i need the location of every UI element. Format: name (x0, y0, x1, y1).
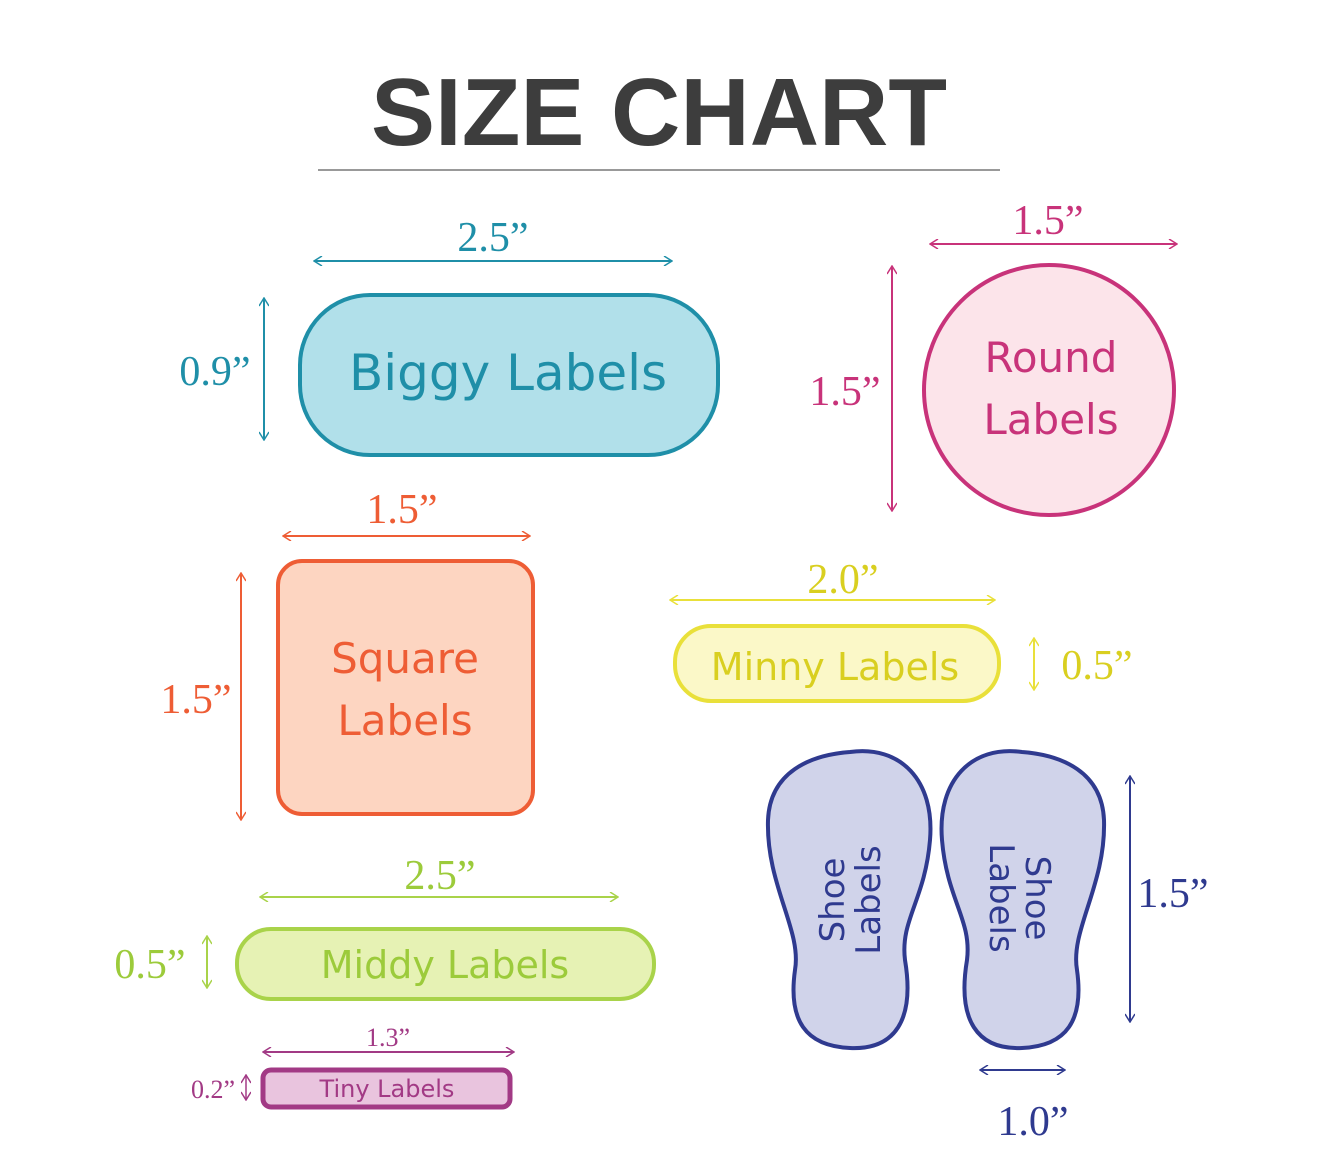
round-label: Round Labels 1.5” 1.5” (809, 198, 1177, 517)
middy-height-value: 0.5” (114, 942, 185, 988)
tiny-label-name: Tiny Labels (319, 1075, 455, 1103)
biggy-label-name: Biggy Labels (349, 344, 667, 402)
square-label-name-line1: Square (331, 634, 479, 683)
middy-label-shape (235, 927, 656, 1001)
shoe-labels: Shoe Labels Shoe Labels 1.5” 1.0” (765, 749, 1209, 1145)
biggy-label: Biggy Labels 2.5” 0.9” (179, 215, 720, 457)
shoe-label-right-shape (939, 749, 1107, 1051)
shoe-left-name-line1: Shoe (813, 858, 853, 943)
tiny-width-value: 1.3” (366, 1023, 410, 1052)
tiny-height-value: 0.2” (191, 1075, 235, 1104)
minny-label-shape (673, 624, 1001, 703)
shoe-left-name-line2: Labels (849, 845, 889, 954)
minny-label: Minny Labels 2.0” 0.5” (670, 557, 1133, 703)
biggy-height-value: 0.9” (179, 349, 250, 395)
round-height-value: 1.5” (809, 369, 880, 415)
tiny-label-shape (260, 1067, 513, 1110)
square-label-shape (276, 559, 535, 816)
middy-width-value: 2.5” (404, 853, 475, 899)
minny-height-value: 0.5” (1061, 643, 1132, 689)
middy-label-name: Middy Labels (321, 943, 569, 987)
shoe-label-left-shape (765, 749, 933, 1051)
shoe-width-value: 1.0” (997, 1099, 1068, 1145)
square-height-value: 1.5” (160, 677, 231, 723)
round-label-shape (922, 263, 1176, 517)
minny-label-name: Minny Labels (711, 645, 959, 689)
square-width-value: 1.5” (366, 487, 437, 533)
biggy-label-shape (298, 293, 720, 457)
tiny-label: Tiny Labels 1.3” 0.2” (191, 1023, 514, 1110)
shoe-right-name-line1: Shoe (1017, 856, 1057, 941)
biggy-width-value: 2.5” (457, 215, 528, 261)
page-title: SIZE CHART (371, 59, 947, 166)
middy-label: Middy Labels 2.5” 0.5” (114, 853, 656, 1001)
round-label-name-line1: Round (985, 333, 1118, 382)
minny-width-value: 2.0” (807, 557, 878, 603)
shoe-right-name-line2: Labels (981, 843, 1021, 952)
square-label-name-line2: Labels (337, 696, 472, 745)
round-label-name-line2: Labels (983, 395, 1118, 444)
square-label: Square Labels 1.5” 1.5” (160, 487, 535, 820)
shoe-height-value: 1.5” (1137, 871, 1208, 917)
round-width-value: 1.5” (1012, 198, 1083, 244)
